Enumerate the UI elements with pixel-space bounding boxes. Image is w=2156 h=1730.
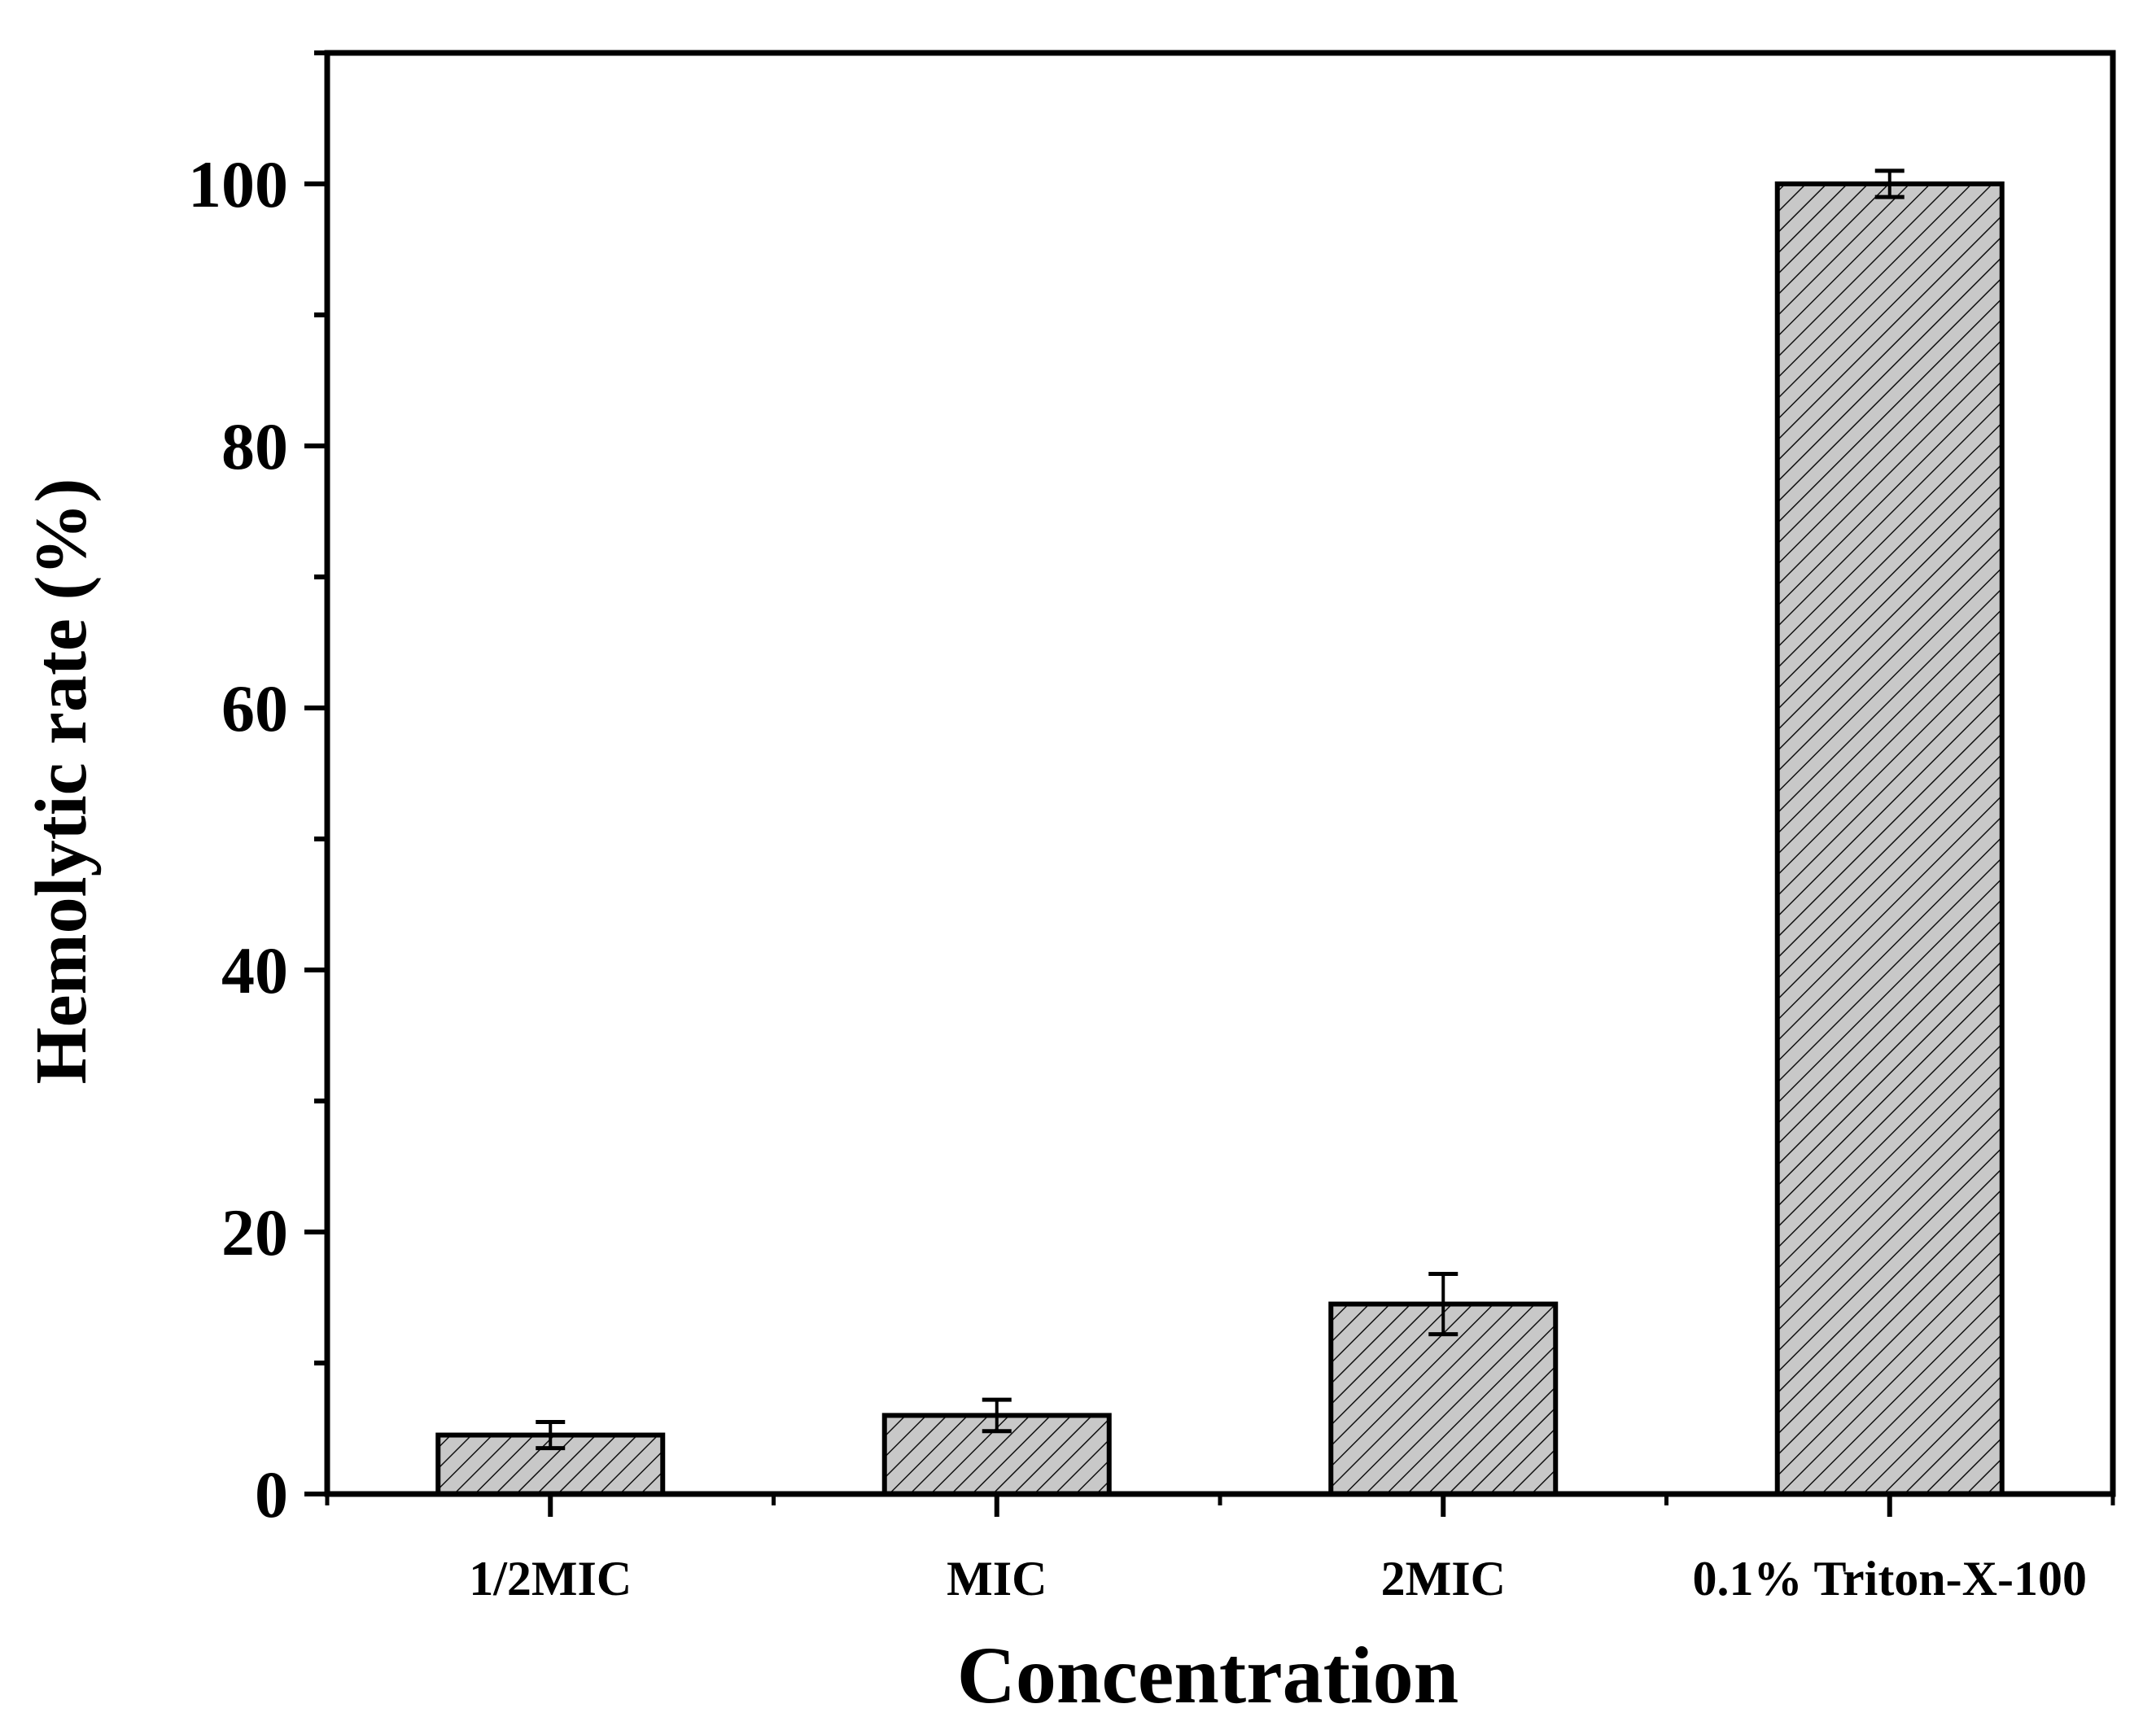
y-tick-label: 0: [255, 1457, 288, 1531]
x-axis-title: Concentration: [957, 1630, 1459, 1720]
x-tick-label: 1/2MIC: [469, 1552, 632, 1605]
y-tick-label: 60: [221, 671, 288, 745]
error-bars: [536, 168, 1905, 1451]
x-tick-label: 0.1% Triton-X-100: [1693, 1552, 2087, 1605]
x-tick-label: 2MIC: [1381, 1552, 1506, 1605]
y-ticks: 0 20 40 60 80 100: [188, 50, 327, 1531]
x-ticks: 1/2MIC MIC 2MIC 0.1% Triton-X-100: [325, 1494, 2115, 1605]
y-tick-label: 40: [221, 933, 288, 1007]
y-axis-title: Hemolytic rate (%): [21, 478, 102, 1085]
y-tick-label: 20: [221, 1195, 288, 1269]
x-tick-label: MIC: [947, 1552, 1047, 1605]
y-tick-label: 80: [221, 409, 288, 483]
y-tick-label: 100: [188, 147, 288, 221]
bar: [1774, 181, 2005, 1496]
bars: [435, 181, 2005, 1497]
